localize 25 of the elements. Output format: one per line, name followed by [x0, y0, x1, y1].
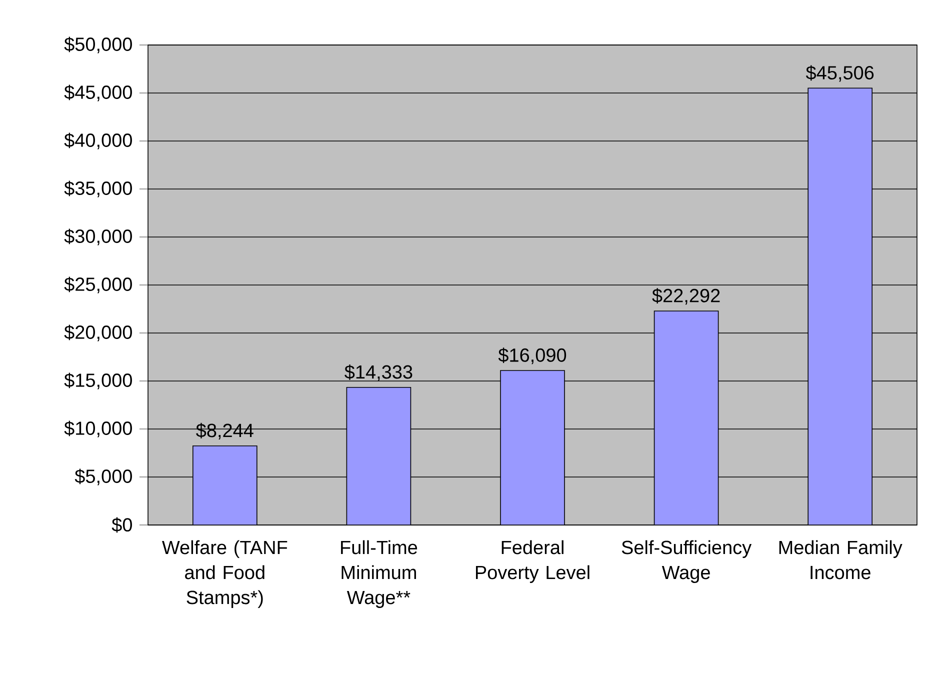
x-tick-label: Self-Sufficiency Wage: [622, 540, 752, 583]
x-tick-label: Median Family Income: [779, 540, 902, 580]
x-tick-label: Welfare (TANF and Food Stamps*): [162, 540, 288, 608]
bar: [654, 310, 719, 525]
y-tick-label: $30,000: [64, 228, 132, 246]
data-label: $22,292: [652, 288, 720, 305]
data-label: $16,090: [498, 348, 566, 364]
y-tick-label: $35,000: [64, 180, 132, 198]
data-label: $45,506: [806, 65, 874, 82]
y-tick-label: $45,000: [64, 84, 132, 102]
y-tick-label: $25,000: [64, 276, 132, 294]
y-tick-label: $0: [112, 517, 132, 533]
y-tick-label: $5,000: [74, 468, 132, 486]
x-tick-label: Federal Poverty Level: [476, 540, 590, 583]
bar: [500, 370, 565, 525]
y-tick-label: $15,000: [64, 372, 132, 390]
y-tick-label: $50,000: [64, 36, 132, 54]
y-tick-label: $10,000: [64, 420, 132, 438]
y-tick-label: $20,000: [64, 324, 132, 342]
y-tick-label: $40,000: [64, 132, 132, 150]
data-label: $14,333: [344, 364, 412, 382]
bar: [346, 386, 412, 525]
bar: [192, 445, 258, 525]
bar: [808, 88, 872, 525]
x-tick-label: Full-Time Minimum Wage**: [341, 540, 418, 608]
